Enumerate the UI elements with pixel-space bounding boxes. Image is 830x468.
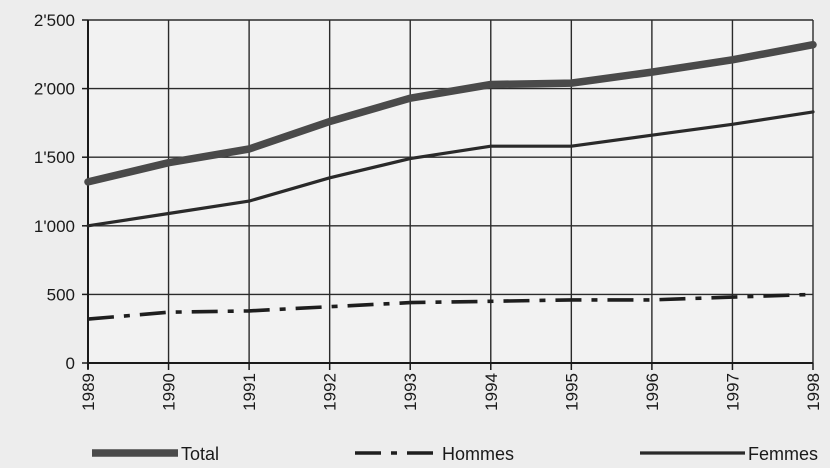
x-axis-ticks: 1989 1990 1991 1992 1993 1994 1995 1996 1997 1998 [79,363,823,411]
plot-area [88,20,813,363]
x-tick-label: 1996 [643,373,662,411]
legend: Total Hommes Femmes [92,444,818,464]
y-tick-label: 500 [47,285,75,304]
series-line-hommes [87,292,814,321]
series-lines [84,40,817,321]
y-tick-label: 2'500 [34,11,75,30]
y-tick-label: 0 [66,354,75,373]
y-tick-label: 2'000 [34,80,75,99]
x-tick-label: 1992 [321,373,340,411]
series-line-femmes [86,110,815,228]
legend-label-hommes: Hommes [442,444,514,464]
x-tick-label: 1997 [723,373,742,411]
x-tick-label: 1998 [804,373,823,411]
y-axis-ticks: 0 500 1'000 1'500 2'000 2'500 [34,11,88,373]
gridlines [87,19,814,364]
x-tick-label: 1989 [79,373,98,411]
x-tick-label: 1995 [562,373,581,411]
x-tick-label: 1994 [482,373,501,411]
series-line-total [84,40,817,186]
y-tick-label: 1'000 [34,217,75,236]
legend-label-total: Total [181,444,219,464]
x-tick-label: 1990 [160,373,179,411]
y-tick-label: 1'500 [34,148,75,167]
x-tick-label: 1991 [240,373,259,411]
axes [87,20,813,369]
x-tick-label: 1993 [401,373,420,411]
legend-label-femmes: Femmes [748,444,818,464]
